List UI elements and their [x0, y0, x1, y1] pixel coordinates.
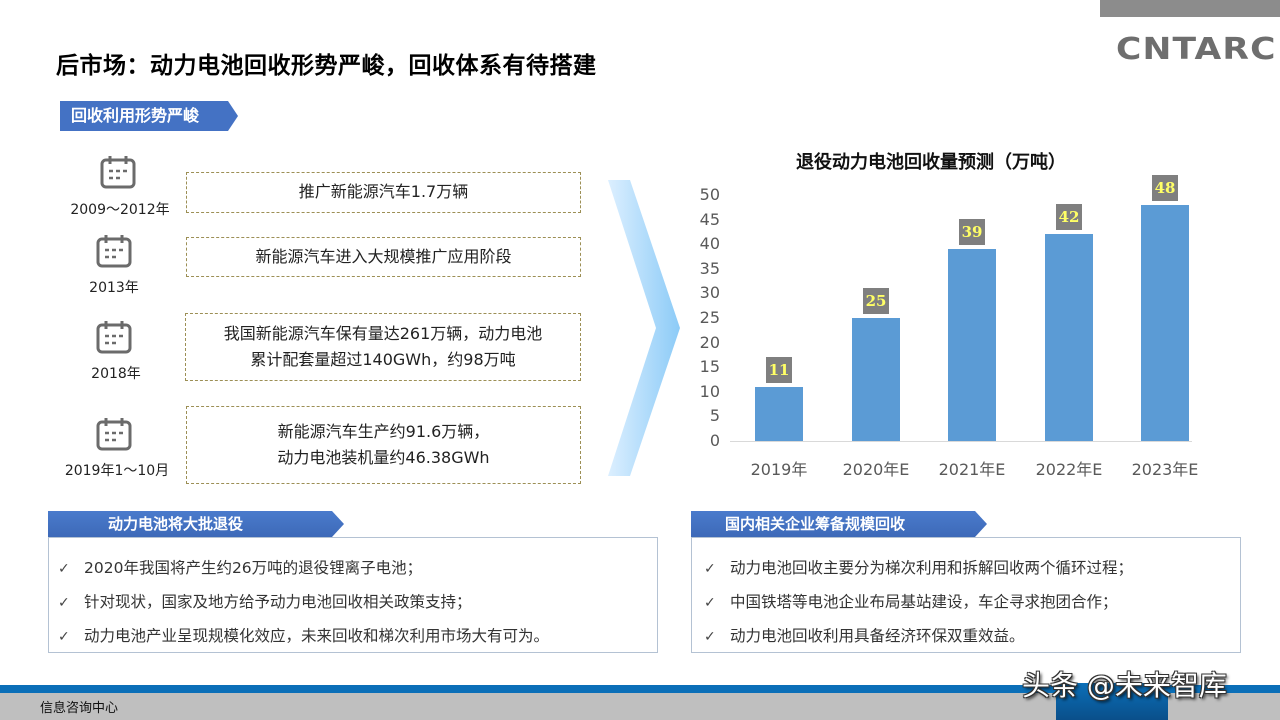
timeline-date: 2018年: [91, 366, 141, 382]
bar-value-label: 11: [766, 357, 792, 383]
timeline-box: 新能源汽车进入大规模推广应用阶段: [186, 237, 581, 277]
chart-title: 退役动力电池回收量预测（万吨）: [796, 152, 1066, 173]
bullet-text: 动力电池回收主要分为梯次利用和拆解回收两个循环过程；: [730, 559, 1134, 577]
check-icon: ✓: [58, 595, 70, 611]
check-icon: ✓: [58, 561, 70, 577]
bullet-text: 针对现状，国家及地方给予动力电池回收相关政策支持；: [84, 593, 472, 611]
timeline-date: 2019年1～10月: [64, 463, 170, 479]
y-tick: 15: [699, 357, 720, 376]
y-tick: 25: [699, 308, 720, 327]
footer-blue-stripe: [0, 685, 1280, 693]
y-tick: 10: [699, 382, 720, 401]
bar-value-label: 39: [959, 219, 985, 245]
bar-value-label: 48: [1152, 175, 1178, 201]
bullet-text: 动力电池回收利用具备经济环保双重效益。: [730, 627, 1025, 645]
y-tick: 5: [709, 406, 720, 425]
y-tick: 45: [699, 210, 720, 229]
timeline-date: 2013年: [89, 280, 139, 296]
y-tick: 30: [699, 283, 720, 302]
footer-accent-block: [1056, 683, 1168, 720]
x-axis-line: [730, 441, 1192, 442]
check-icon: ✓: [58, 629, 70, 645]
bullet-item: ✓ 动力电池回收主要分为梯次利用和拆解回收两个循环过程；: [704, 556, 1133, 578]
bar-2023: [1141, 205, 1189, 441]
x-tick-label: 2023年E: [1131, 460, 1199, 479]
y-tick: 40: [699, 234, 720, 253]
x-tick-label: 2022年E: [1035, 460, 1103, 479]
bar-2020: [852, 318, 900, 441]
panel-enterprise-title: 国内相关企业筹备规模回收: [691, 511, 987, 537]
y-tick: 0: [709, 431, 720, 450]
check-icon: ✓: [704, 629, 716, 645]
y-tick: 50: [699, 185, 720, 204]
timeline-text: 新能源汽车生产约91.6万辆，: [277, 421, 490, 441]
bar-value-label: 42: [1056, 204, 1082, 230]
bullet-item: ✓ 动力电池产业呈现规模化效应，未来回收和梯次利用市场大有可为。: [58, 624, 549, 646]
timeline-text: 累计配套量超过140GWh，约98万吨: [250, 350, 516, 369]
panel-enterprise: [691, 537, 1241, 653]
calendar-icon: [96, 321, 132, 354]
page-title: 后市场：动力电池回收形势严峻，回收体系有待搭建: [56, 53, 597, 79]
bar-value-label: 25: [863, 288, 889, 314]
section-tag: 回收利用形势严峻: [60, 101, 238, 131]
calendar-icon: [96, 418, 132, 451]
bullet-text: 2020年我国将产生约26万吨的退役锂离子电池；: [84, 559, 423, 577]
bullet-item: ✓ 中国铁塔等电池企业布局基站建设，车企寻求抱团合作；: [704, 590, 1118, 612]
timeline-text: 新能源汽车进入大规模推广应用阶段: [255, 246, 512, 266]
check-icon: ✓: [704, 561, 716, 577]
x-tick-label: 2021年E: [938, 460, 1006, 479]
panel-retirement: [48, 537, 658, 653]
timeline-text: 推广新能源汽车1.7万辆: [298, 182, 469, 202]
panel-retirement-title: 动力电池将大批退役: [48, 511, 344, 537]
timeline-box: 推广新能源汽车1.7万辆: [186, 172, 581, 213]
y-tick: 20: [699, 333, 720, 352]
calendar-icon: [100, 156, 136, 189]
bullet-item: ✓ 针对现状，国家及地方给予动力电池回收相关政策支持；: [58, 590, 472, 612]
bullet-text: 中国铁塔等电池企业布局基站建设，车企寻求抱团合作；: [730, 593, 1118, 611]
footer-text: 信息咨询中心: [40, 701, 119, 716]
y-tick: 35: [699, 259, 720, 278]
timeline-box: 新能源汽车生产约91.6万辆， 动力电池装机量约46.38GWh: [186, 406, 581, 484]
calendar-icon: [96, 235, 132, 268]
timeline-date: 2009～2012年: [70, 202, 170, 218]
bullet-item: ✓ 动力电池回收利用具备经济环保双重效益。: [704, 624, 1025, 646]
watermark: 头条 @未来智库: [1022, 669, 1227, 702]
x-tick-label: 2019年: [750, 460, 808, 479]
bar-2019: [755, 387, 803, 441]
check-icon: ✓: [704, 595, 716, 611]
chevron-right-icon: [608, 180, 680, 476]
bullet-item: ✓ 2020年我国将产生约26万吨的退役锂离子电池；: [58, 556, 422, 578]
top-decor-bar: [1100, 0, 1280, 17]
bar-2021: [948, 249, 996, 441]
logo: CNTARC: [1116, 32, 1277, 67]
bar-2022: [1045, 234, 1093, 441]
timeline-text: 动力电池装机量约46.38GWh: [277, 448, 490, 467]
bullet-text: 动力电池产业呈现规模化效应，未来回收和梯次利用市场大有可为。: [84, 627, 550, 645]
timeline-box: 我国新能源汽车保有量达261万辆，动力电池 累计配套量超过140GWh，约98万…: [185, 313, 581, 381]
x-tick-label: 2020年E: [842, 460, 910, 479]
timeline-text: 我国新能源汽车保有量达261万辆，动力电池: [223, 323, 543, 343]
